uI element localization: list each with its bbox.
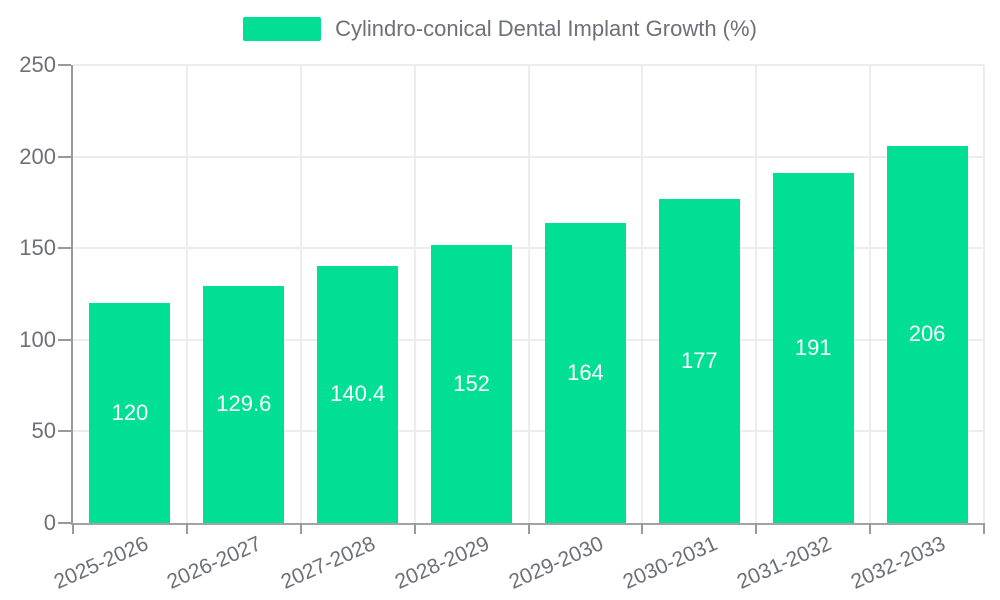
bar-value-label: 191 [794,335,832,361]
y-axis-tick [58,430,71,433]
plot-area: 120 129.6 140.4 152 164 177 191 206 [58,64,985,534]
v-gridline [527,65,530,523]
bar[interactable]: 164 [544,222,626,523]
bar-value-label: 120 [111,400,149,426]
v-gridline [299,65,302,523]
x-axis-tick [413,523,416,534]
x-axis-label: 2029-2030 [505,532,607,594]
y-axis-line [71,65,73,523]
v-gridline [413,65,416,523]
v-gridline [641,65,644,523]
bar[interactable]: 140.4 [317,265,399,523]
y-axis-label: 0 [43,510,56,535]
v-gridline [755,65,758,523]
bar-value-label: 140.4 [330,381,386,407]
y-axis-tick [58,64,71,66]
bar-value-label: 152 [453,370,490,396]
x-axis-tick [299,523,302,534]
bar-value-label: 206 [908,321,946,347]
legend-label: Cylindro-conical Dental Implant Growth (… [335,16,757,41]
v-gridline [983,65,985,523]
y-axis-label: 150 [19,235,56,261]
x-axis-label: 2028-2029 [391,532,493,594]
y-axis-label: 100 [19,326,56,352]
x-axis-tick [72,523,74,534]
y-axis-tick [58,155,71,158]
x-axis-label: 2027-2028 [277,532,380,594]
bar[interactable]: 152 [431,244,513,523]
y-axis-tick [58,338,71,341]
bar[interactable]: 129.6 [203,285,285,523]
x-axis-label: 2032-2033 [847,532,949,594]
bar[interactable]: 206 [886,145,968,523]
x-axis-label: 2026-2027 [164,532,266,594]
x-axis-tick [869,523,872,534]
bar-value-label: 129.6 [216,391,272,417]
x-axis-label: 2025-2026 [50,532,152,594]
v-gridline [185,65,188,523]
y-axis-tick [58,522,71,524]
x-axis-tick [641,523,644,534]
y-axis-label: 200 [19,143,56,169]
x-axis-tick [755,523,758,534]
bar-value-label: 177 [680,347,718,373]
y-axis-label: 250 [19,52,56,77]
bar-value-label: 164 [567,359,604,385]
x-axis-tick [527,523,530,534]
bar[interactable]: 177 [658,198,740,523]
x-axis-label: 2031-2032 [733,532,835,594]
legend-swatch-icon [243,17,322,41]
legend: Cylindro-conical Dental Implant Growth (… [0,16,1000,42]
bar[interactable]: 120 [89,303,171,523]
legend-item[interactable]: Cylindro-conical Dental Implant Growth (… [243,16,757,42]
bar[interactable]: 191 [772,173,854,523]
v-gridline [869,65,872,523]
x-axis-tick [983,523,985,534]
x-axis-tick [185,523,188,534]
x-axis-label: 2030-2031 [619,532,721,594]
y-axis-label: 50 [31,418,56,444]
y-axis-tick [58,247,71,250]
